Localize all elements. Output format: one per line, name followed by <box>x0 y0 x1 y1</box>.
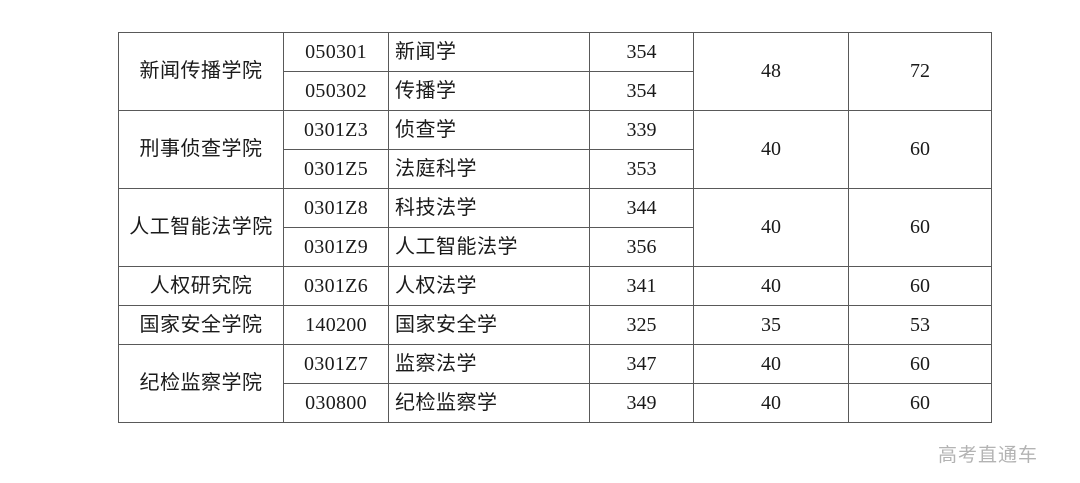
table-row: 0301Z9 人工智能法学 356 <box>119 227 992 267</box>
college-cell: 人权研究院 <box>118 266 284 306</box>
admission-score-table: 新闻传播学院 050301 新闻学 354 48 72 050302 传播学 354 刑事侦查学院… <box>118 32 992 423</box>
single-subject-score-cell: 40 <box>693 188 849 267</box>
major-name-cell: 科技法学 <box>388 188 590 228</box>
major-name-cell: 侦查学 <box>388 110 590 150</box>
comprehensive-subject-score-cell: 60 <box>848 344 992 384</box>
major-name-cell: 法庭科学 <box>388 149 590 189</box>
total-score-cell: 325 <box>589 305 694 345</box>
total-score-cell: 353 <box>589 149 694 189</box>
major-code-cell: 050301 <box>283 32 389 72</box>
major-name-cell: 国家安全学 <box>388 305 590 345</box>
total-score-cell: 356 <box>589 227 694 267</box>
major-name-cell: 传播学 <box>388 71 590 111</box>
comprehensive-subject-score-cell: 60 <box>848 188 992 267</box>
total-score-cell: 349 <box>589 383 694 423</box>
total-score-cell: 341 <box>589 266 694 306</box>
table-row: 国家安全学院 140200 国家安全学 325 35 53 <box>118 305 992 345</box>
major-name-cell: 人工智能法学 <box>388 227 590 267</box>
major-name-cell: 监察法学 <box>388 344 590 384</box>
college-cell: 人工智能法学院 <box>118 188 284 267</box>
major-code-cell: 0301Z8 <box>283 188 389 228</box>
major-code-cell: 0301Z6 <box>283 266 389 306</box>
college-cell: 国家安全学院 <box>118 305 284 345</box>
major-name-cell: 新闻学 <box>388 32 590 72</box>
major-name-cell: 纪检监察学 <box>388 383 590 423</box>
watermark: 高考直通车 <box>938 444 1039 466</box>
table-row: 人权研究院 0301Z6 人权法学 341 40 60 <box>118 266 992 306</box>
total-score-cell: 347 <box>589 344 694 384</box>
single-subject-score-cell: 40 <box>693 266 849 306</box>
single-subject-score-cell: 40 <box>693 383 849 423</box>
comprehensive-subject-score-cell: 60 <box>848 110 992 189</box>
college-cell: 纪检监察学院 <box>118 344 284 423</box>
table-row: 人工智能法学院 0301Z8 科技法学 344 40 60 <box>118 188 992 267</box>
major-code-cell: 030800 <box>283 383 389 423</box>
total-score-cell: 339 <box>589 110 694 150</box>
comprehensive-subject-score-cell: 72 <box>848 32 992 111</box>
comprehensive-subject-score-cell: 53 <box>848 305 992 345</box>
single-subject-score-cell: 40 <box>693 110 849 189</box>
total-score-cell: 344 <box>589 188 694 228</box>
table-row: 030800 纪检监察学 349 40 60 <box>119 383 992 423</box>
major-code-cell: 0301Z7 <box>283 344 389 384</box>
total-score-cell: 354 <box>589 32 694 72</box>
table-row: 刑事侦查学院 0301Z3 侦查学 339 40 60 <box>118 110 992 189</box>
major-code-cell: 0301Z9 <box>283 227 389 267</box>
major-name-cell: 人权法学 <box>388 266 590 306</box>
comprehensive-subject-score-cell: 60 <box>848 383 992 423</box>
college-cell: 刑事侦查学院 <box>118 110 284 189</box>
single-subject-score-cell: 35 <box>693 305 849 345</box>
major-code-cell: 0301Z3 <box>283 110 389 150</box>
college-cell: 新闻传播学院 <box>118 32 284 111</box>
single-subject-score-cell: 40 <box>693 344 849 384</box>
table-row: 0301Z5 法庭科学 353 <box>119 149 992 189</box>
single-subject-score-cell: 48 <box>693 32 849 111</box>
table-row: 050302 传播学 354 <box>119 71 992 111</box>
major-code-cell: 0301Z5 <box>283 149 389 189</box>
table-row: 新闻传播学院 050301 新闻学 354 48 72 <box>118 32 992 111</box>
table-body: 新闻传播学院 050301 新闻学 354 48 72 050302 传播学 354 刑事侦查学院… <box>118 32 992 423</box>
major-code-cell: 140200 <box>283 305 389 345</box>
major-code-cell: 050302 <box>283 71 389 111</box>
table-row: 纪检监察学院 0301Z7 监察法学 347 40 60 <box>118 344 992 423</box>
total-score-cell: 354 <box>589 71 694 111</box>
comprehensive-subject-score-cell: 60 <box>848 266 992 306</box>
